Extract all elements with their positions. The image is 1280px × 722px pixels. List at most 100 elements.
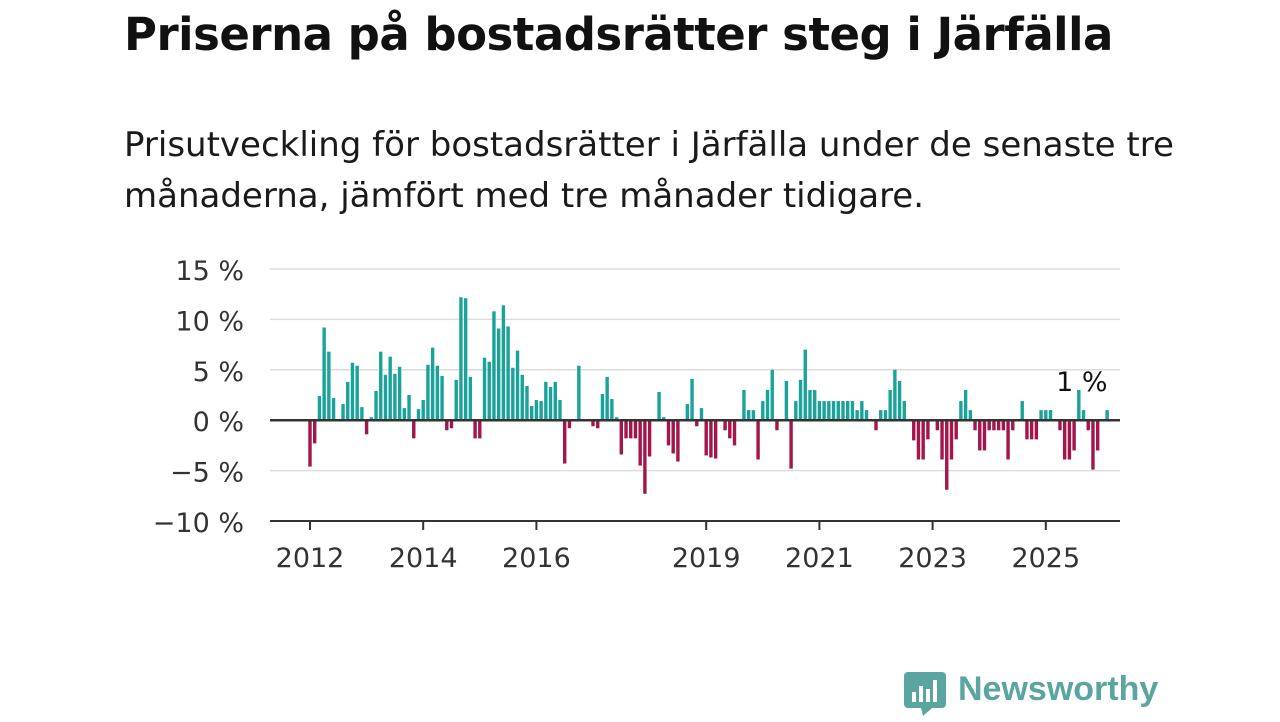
bar bbox=[912, 420, 916, 441]
bar bbox=[515, 350, 520, 421]
bar bbox=[430, 347, 435, 421]
bar bbox=[610, 399, 614, 421]
bar bbox=[1001, 420, 1006, 431]
bar bbox=[449, 420, 454, 429]
x-tick-label: 2025 bbox=[1011, 543, 1080, 574]
bar bbox=[313, 420, 317, 444]
bar bbox=[426, 364, 430, 421]
bar bbox=[563, 420, 567, 464]
bar bbox=[822, 401, 826, 421]
y-tick-label: 10 % bbox=[175, 306, 244, 337]
bar bbox=[539, 401, 543, 421]
bar bbox=[520, 374, 524, 421]
bar bbox=[445, 420, 449, 431]
bar bbox=[1039, 410, 1043, 421]
newsworthy-logo[interactable]: Newsworthy bbox=[902, 668, 1162, 718]
bar bbox=[327, 351, 331, 421]
brand-name: Newsworthy bbox=[958, 670, 1159, 708]
bar bbox=[954, 420, 958, 440]
bar bbox=[713, 420, 718, 459]
bar bbox=[879, 410, 883, 421]
bar bbox=[789, 420, 793, 469]
bar bbox=[662, 417, 666, 421]
bar bbox=[346, 381, 350, 421]
bar bbox=[723, 420, 727, 431]
bar bbox=[987, 420, 991, 431]
y-tick-label: 15 % bbox=[175, 256, 244, 287]
x-tick-label: 2021 bbox=[785, 543, 854, 574]
bar bbox=[369, 417, 374, 421]
bar bbox=[836, 401, 840, 421]
chart-title: Priserna på bostadsrätter steg i Järfäll… bbox=[124, 8, 1113, 61]
y-tick-label: 5 % bbox=[193, 357, 244, 388]
bar bbox=[1086, 420, 1090, 431]
bar bbox=[765, 389, 770, 421]
bar bbox=[534, 400, 539, 421]
bar bbox=[1006, 420, 1010, 460]
bar bbox=[676, 420, 680, 462]
bar bbox=[501, 305, 506, 421]
bar bbox=[742, 389, 746, 421]
bar bbox=[478, 420, 482, 439]
axes bbox=[270, 418, 1120, 530]
bar bbox=[1044, 410, 1048, 421]
bar bbox=[728, 420, 732, 439]
bar bbox=[751, 410, 756, 421]
bar bbox=[308, 420, 312, 467]
bar bbox=[629, 420, 633, 439]
bar bbox=[1072, 420, 1076, 451]
bar bbox=[817, 401, 822, 421]
bar bbox=[850, 401, 855, 421]
bar bbox=[459, 297, 463, 421]
bar bbox=[383, 374, 388, 421]
bar bbox=[897, 380, 902, 421]
bar bbox=[360, 407, 364, 421]
bar bbox=[959, 401, 963, 421]
x-tick-label: 2019 bbox=[672, 543, 741, 574]
bar bbox=[614, 417, 619, 421]
bar bbox=[421, 400, 425, 421]
bar bbox=[968, 410, 973, 421]
bar bbox=[496, 328, 501, 421]
bar bbox=[978, 420, 982, 451]
bar bbox=[888, 389, 892, 421]
bar bbox=[638, 420, 642, 466]
bar bbox=[463, 298, 468, 421]
bar bbox=[940, 420, 944, 460]
y-tick-label: −5 % bbox=[170, 458, 244, 489]
bar bbox=[407, 395, 411, 421]
bar bbox=[487, 361, 491, 421]
bar bbox=[874, 420, 878, 431]
bar bbox=[1048, 410, 1053, 421]
bar bbox=[996, 420, 1001, 431]
bar bbox=[331, 398, 336, 421]
bar bbox=[1025, 420, 1029, 440]
x-tick-label: 2012 bbox=[276, 543, 345, 574]
bar bbox=[704, 420, 708, 456]
bar bbox=[992, 420, 996, 431]
bar bbox=[746, 410, 751, 421]
x-tick-label: 2023 bbox=[898, 543, 967, 574]
bar bbox=[374, 390, 378, 421]
bar bbox=[893, 369, 897, 421]
bar bbox=[1011, 420, 1015, 431]
bar bbox=[883, 410, 888, 421]
bar bbox=[440, 375, 444, 421]
bar bbox=[416, 409, 421, 421]
grid-lines bbox=[270, 268, 1120, 472]
bar bbox=[784, 380, 789, 421]
bar bbox=[388, 356, 392, 421]
newsworthy-logo-icon bbox=[904, 672, 946, 716]
bar bbox=[1095, 420, 1100, 451]
bar bbox=[1091, 420, 1095, 470]
bar bbox=[492, 311, 496, 421]
bar bbox=[591, 420, 595, 427]
bar bbox=[619, 420, 623, 455]
bar bbox=[412, 420, 416, 439]
bar bbox=[643, 420, 647, 494]
bar bbox=[921, 420, 925, 460]
bar bbox=[827, 401, 831, 421]
bar bbox=[1081, 410, 1086, 421]
bar bbox=[647, 420, 652, 457]
